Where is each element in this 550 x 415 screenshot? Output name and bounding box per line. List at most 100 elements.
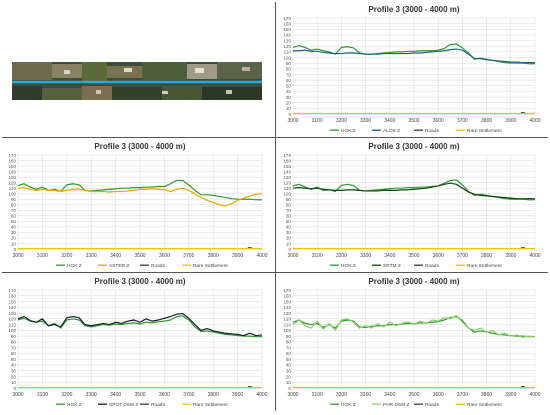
y-tick-label: 120 (283, 44, 291, 49)
y-tick-label: 40 (286, 225, 292, 230)
y-tick-label: 50 (11, 357, 17, 362)
y-tick-label: 90 (286, 197, 292, 202)
y-tick-label: 160 (283, 294, 291, 299)
x-tick-label: 3400 (384, 392, 395, 398)
series-line-spot-dsm-z (17, 313, 263, 337)
legend-label: SPOT DSM Z (109, 402, 138, 408)
y-tick-label: 20 (286, 101, 292, 106)
y-tick-label: 30 (11, 369, 17, 374)
y-tick-label: 0 (13, 386, 16, 391)
x-tick-label: 3400 (384, 253, 395, 259)
x-tick-label: 3800 (481, 253, 492, 259)
y-tick-label: 90 (286, 334, 292, 339)
x-tick-label: 3500 (408, 392, 419, 398)
chart-panel-3: Profile 3 (3000 - 4000 m) 0 10 20 30 40 50 60 70… (277, 139, 547, 271)
x-tick-label: 3000 (12, 253, 23, 259)
orthophoto-cell (2, 2, 274, 136)
x-tick-label: 4000 (529, 253, 540, 259)
y-tick-label: 10 (286, 106, 292, 111)
x-tick-label: 3700 (183, 253, 194, 259)
y-tick-label: 80 (286, 340, 292, 345)
y-tick-label: 50 (286, 84, 292, 89)
y-tick-label: 100 (8, 192, 16, 197)
y-tick-label: 140 (8, 169, 16, 174)
y-tick-label: 120 (283, 317, 291, 322)
y-tick-label: 140 (283, 305, 291, 310)
x-tick-label: 3300 (360, 253, 371, 259)
y-tick-label: 150 (283, 164, 291, 169)
x-tick-label: 3200 (336, 253, 347, 259)
chart-panel-2: Profile 3 (3000 - 4000 m) 0 10 20 30 40 50 60 70… (2, 139, 274, 271)
y-tick-label: 20 (286, 236, 292, 241)
y-tick-label: 0 (288, 386, 291, 391)
x-tick-label: 3300 (86, 392, 97, 398)
x-tick-label: 3200 (336, 118, 347, 124)
y-tick-label: 140 (283, 169, 291, 174)
x-tick-label: 3300 (86, 253, 97, 259)
y-tick-label: 40 (11, 225, 17, 230)
chart-title: Profile 3 (3000 - 4000 m) (368, 142, 459, 151)
series-line-aster-z (17, 187, 263, 207)
x-tick-label: 3700 (457, 118, 468, 124)
chart-title: Profile 3 (3000 - 4000 m) (94, 142, 185, 151)
y-tick-label: 80 (286, 203, 292, 208)
y-tick-label: 70 (11, 345, 17, 350)
x-tick-label: 3500 (134, 253, 145, 259)
y-tick-label: 30 (286, 369, 292, 374)
horizontal-divider (2, 272, 548, 273)
chart-4-svg: Profile 3 (3000 - 4000 m) 010203040506070… (8, 277, 267, 408)
y-tick-label: 160 (283, 21, 291, 26)
x-tick-label: 3600 (159, 253, 170, 259)
y-tick-label: 70 (11, 208, 17, 213)
y-tick-label: 110 (284, 186, 292, 191)
chart-2-svg: Profile 3 (3000 - 4000 m) 010203040506070… (8, 142, 267, 269)
y-tick-label: 10 (286, 380, 292, 385)
y-tick-label: 170 (8, 153, 16, 158)
x-tick-label: 3300 (360, 392, 371, 398)
x-tick-label: 3900 (232, 392, 243, 398)
y-tick-label: 170 (283, 16, 291, 21)
y-tick-label: 170 (283, 288, 291, 293)
x-tick-label: 3200 (61, 253, 72, 259)
legend-label: HGK Z (341, 402, 356, 408)
x-tick-label: 4000 (529, 392, 540, 398)
legend-label: HGK Z (341, 263, 356, 269)
series-line-phr-dsm-z (292, 314, 536, 338)
y-tick-label: 50 (286, 219, 292, 224)
y-tick-label: 100 (283, 328, 291, 333)
x-tick-label: 3600 (159, 392, 170, 398)
legend-label: Roads (425, 128, 439, 134)
y-tick-label: 30 (286, 95, 292, 100)
y-tick-label: 120 (8, 180, 16, 185)
y-tick-label: 60 (286, 214, 292, 219)
y-tick-label: 30 (286, 230, 292, 235)
x-tick-label: 3100 (37, 253, 48, 259)
legend-label: ALOS Z (383, 128, 400, 134)
legend-label: SRTM Z (383, 263, 401, 269)
chart-panel-1: Profile 3 (3000 - 4000 m) 0 10 20 30 40 50 60 70… (277, 2, 547, 136)
x-tick-label: 3000 (287, 118, 298, 124)
x-tick-label: 3900 (505, 392, 516, 398)
y-tick-label: 150 (8, 299, 16, 304)
x-tick-label: 3500 (408, 118, 419, 124)
chart-title: Profile 3 (3000 - 4000 m) (94, 277, 185, 286)
legend-label: HGK Z (341, 128, 356, 134)
x-tick-label: 3800 (208, 253, 219, 259)
y-tick-label: 170 (283, 153, 291, 158)
y-tick-label: 40 (11, 363, 17, 368)
x-tick-label: 3100 (312, 118, 323, 124)
y-tick-label: 30 (11, 230, 17, 235)
x-tick-label: 3400 (384, 118, 395, 124)
y-tick-label: 70 (286, 208, 292, 213)
x-tick-label: 3900 (505, 253, 516, 259)
x-tick-label: 3100 (312, 392, 323, 398)
y-tick-label: 160 (8, 158, 16, 163)
x-tick-label: 3800 (481, 392, 492, 398)
x-tick-label: 3000 (12, 392, 23, 398)
legend-label: ASTER Z (109, 263, 129, 269)
y-tick-label: 20 (11, 236, 17, 241)
x-tick-label: 3200 (61, 392, 72, 398)
y-tick-label: 0 (288, 112, 291, 117)
x-tick-label: 4000 (256, 392, 267, 398)
